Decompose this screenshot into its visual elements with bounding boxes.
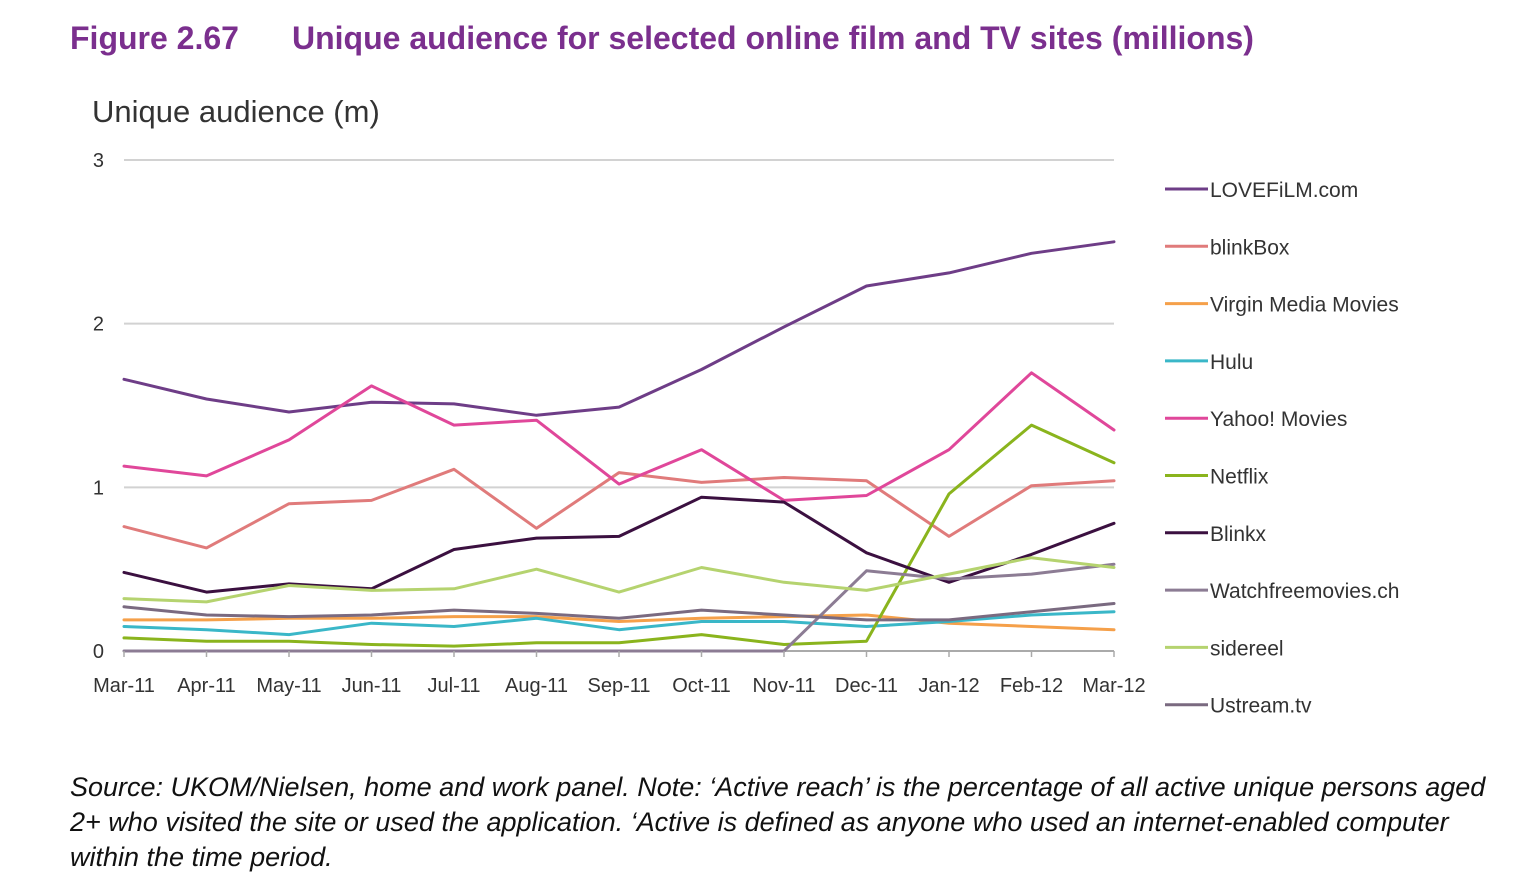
x-axis-ticks: Mar-11 Apr-11 May-11 Jun-11 Jul-11 Aug-11 Sep-… xyxy=(93,651,1146,697)
series-lines xyxy=(122,240,1116,653)
series-line-ustream-tv xyxy=(122,602,1116,622)
figure-title: Figure 2.67 Unique audience for selected … xyxy=(70,20,1254,57)
y-tick-label: 2 xyxy=(93,314,104,336)
x-tick-label: Jul-11 xyxy=(428,675,481,697)
y-tick-label: 1 xyxy=(93,477,104,499)
legend-label: Virgin Media Movies xyxy=(1210,294,1399,317)
source-note: Source: UKOM/Nielsen, home and work pane… xyxy=(70,772,1486,872)
x-tick-label: Jan-12 xyxy=(918,675,979,697)
series-line-virgin-media-movies xyxy=(122,613,1116,632)
legend-label: Blinkx xyxy=(1210,523,1267,546)
x-tick-label: Mar-12 xyxy=(1082,675,1145,697)
y-tick-label: 3 xyxy=(93,150,104,172)
legend-item-lovefilm-com: LOVEFiLM.com xyxy=(1165,179,1358,202)
legend-label: sidereel xyxy=(1210,637,1284,660)
legend-item-yahoo-movies: Yahoo! Movies xyxy=(1165,408,1347,431)
x-tick-label: Oct-11 xyxy=(672,675,731,697)
y-axis-title: Unique audience (m) xyxy=(92,94,380,129)
legend-label: Yahoo! Movies xyxy=(1210,408,1347,431)
x-tick-label: Sep-11 xyxy=(587,675,650,697)
series-line-yahoo-movies xyxy=(122,371,1116,502)
series-line-hulu xyxy=(122,610,1116,637)
y-tick-label: 0 xyxy=(93,641,104,663)
x-tick-label: Feb-12 xyxy=(1000,675,1063,697)
legend-label: blinkBox xyxy=(1210,236,1290,259)
legend-label: LOVEFiLM.com xyxy=(1210,179,1358,202)
legend-label: Hulu xyxy=(1210,351,1253,374)
legend-item-blinkbox: blinkBox xyxy=(1165,236,1290,259)
x-tick-label: Nov-11 xyxy=(753,675,816,697)
series-line-sidereel xyxy=(122,556,1116,604)
series-line-blinkx xyxy=(122,495,1116,594)
legend-item-ustream-tv: Ustream.tv xyxy=(1165,695,1312,718)
legend-label: Watchfreemovies.ch xyxy=(1210,580,1399,603)
series-line-blinkbox xyxy=(122,467,1116,550)
figure-title-text: Unique audience for selected online film… xyxy=(292,20,1254,56)
y-axis-ticks: 0 1 2 3 xyxy=(93,150,104,663)
x-tick-label: Jun-11 xyxy=(342,675,402,697)
legend-item-blinkx: Blinkx xyxy=(1165,523,1267,546)
series-line-lovefilm-com xyxy=(122,240,1116,417)
x-tick-label: Dec-11 xyxy=(835,675,898,697)
figure-number: Figure 2.67 xyxy=(70,20,239,56)
x-tick-label: May-11 xyxy=(256,675,321,697)
legend-label: Ustream.tv xyxy=(1210,695,1312,718)
series-line-watchfreemovies-ch xyxy=(122,562,1116,653)
legend-item-netflix: Netflix xyxy=(1165,466,1269,489)
x-tick-label: Apr-11 xyxy=(177,675,236,697)
legend-label: Netflix xyxy=(1210,466,1269,489)
x-tick-label: Mar-11 xyxy=(93,675,155,697)
legend: LOVEFiLM.com blinkBox Virgin Media Movies H… xyxy=(1165,179,1399,718)
legend-item-sidereel: sidereel xyxy=(1165,637,1284,660)
x-tick-label: Aug-11 xyxy=(505,675,568,697)
legend-item-hulu: Hulu xyxy=(1165,351,1253,374)
legend-item-virgin-media-movies: Virgin Media Movies xyxy=(1165,294,1399,317)
legend-item-watchfreemovies-ch: Watchfreemovies.ch xyxy=(1165,580,1399,603)
series-line-netflix xyxy=(122,423,1116,648)
